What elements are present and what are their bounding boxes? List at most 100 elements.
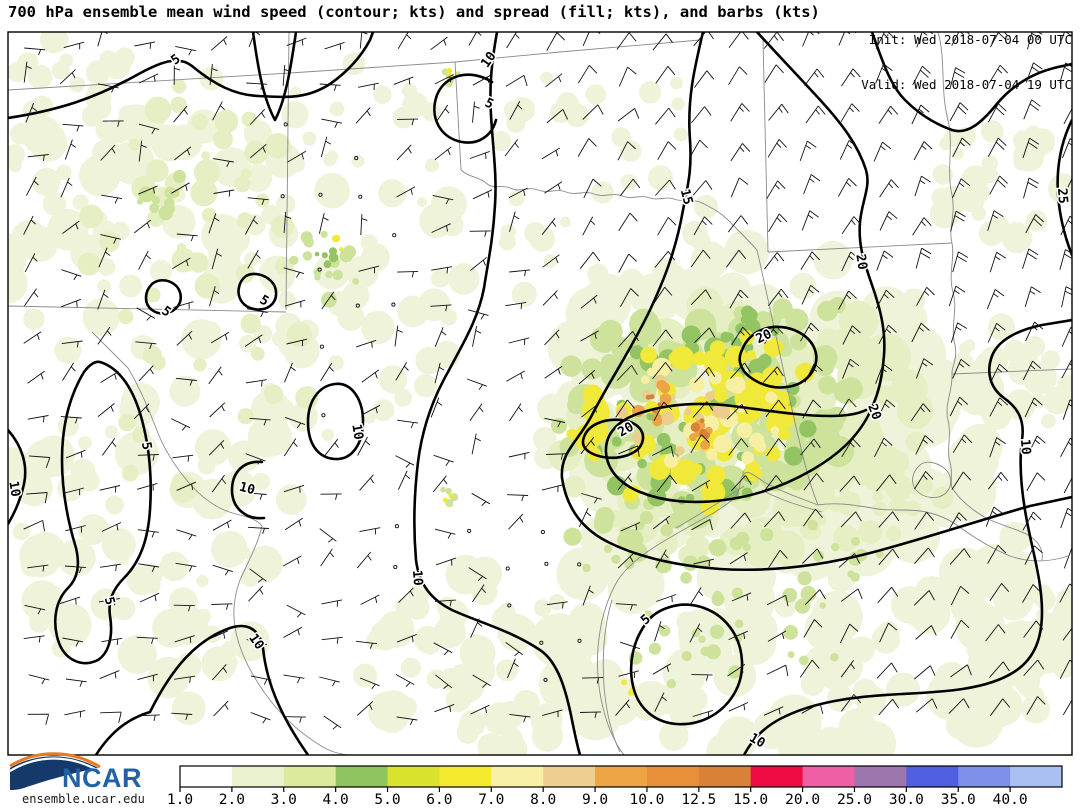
wind-barb [916, 698, 938, 713]
spread-blob [59, 53, 74, 68]
wind-barb [433, 642, 453, 656]
wind-barb [508, 513, 524, 530]
spread-blob [689, 376, 705, 393]
wind-barb [356, 640, 378, 649]
spread-blob [320, 230, 328, 238]
wind-barb [766, 180, 786, 200]
wind-barb [133, 403, 150, 420]
wind-barb [949, 67, 966, 89]
wind-barb [766, 438, 787, 457]
spread-blob [646, 412, 655, 421]
spread-blob [783, 500, 806, 523]
wind-barb [618, 253, 638, 273]
spread-blob [243, 163, 273, 193]
spread-blob [593, 514, 614, 534]
wind-barb [989, 175, 1008, 195]
isotach-contour [870, 32, 1072, 133]
spread-blob [891, 586, 929, 624]
spread-blob [414, 374, 438, 398]
wind-barb [175, 562, 197, 572]
wind-barb [431, 266, 453, 274]
wind-barb [762, 366, 784, 383]
spread-blob [78, 436, 92, 450]
wind-barb [544, 329, 560, 346]
wind-barb [1027, 435, 1046, 456]
spread-blob [799, 655, 809, 666]
wind-barb [246, 308, 268, 318]
spread-blob [366, 631, 384, 650]
wind-barb [766, 594, 789, 607]
calm-wind-marker [507, 603, 512, 608]
wind-barb [320, 493, 342, 500]
spread-blob [858, 520, 882, 544]
spread-blob [752, 710, 793, 750]
spread-blob [176, 242, 187, 253]
wind-barb [948, 285, 966, 307]
wind-barb [726, 249, 747, 268]
colorbar-segment [283, 766, 337, 787]
wind-barb [1064, 177, 1072, 194]
wind-barb [97, 83, 119, 93]
wind-barb [915, 625, 937, 640]
wind-barb [915, 435, 934, 455]
spread-blob [314, 172, 350, 209]
spread-blob [351, 154, 365, 168]
wind-barb [431, 223, 451, 233]
wind-barb [138, 140, 147, 162]
wind-barb [396, 186, 416, 198]
spread-blob [582, 563, 591, 573]
wind-barb [764, 325, 784, 344]
spread-blob [445, 487, 452, 495]
wind-barb [948, 512, 968, 532]
wind-barb [434, 528, 456, 539]
isotach-contour [1056, 118, 1072, 257]
spread-blob [574, 665, 608, 699]
spread-blob [289, 255, 299, 265]
wind-barb [472, 674, 491, 688]
wind-barb [97, 403, 115, 417]
spread-blob [145, 159, 169, 183]
wind-barb [1022, 511, 1042, 531]
spread-blob [831, 543, 840, 552]
wind-barb [950, 619, 970, 639]
wind-barb [839, 475, 861, 492]
wind-barb [731, 326, 751, 346]
wind-barb [471, 433, 481, 455]
colorbar-tick-label: 7.0 [478, 792, 504, 808]
wind-barb [173, 301, 194, 309]
wind-barb [470, 704, 490, 715]
wind-barb [616, 364, 638, 381]
wind-barb [840, 511, 862, 528]
colorbar-segment [906, 766, 959, 787]
wind-barb [245, 215, 258, 235]
wind-barb [283, 267, 305, 278]
wind-barb [63, 41, 85, 50]
wind-barb [542, 709, 563, 718]
wind-barb [916, 286, 935, 306]
spread-blob [657, 402, 662, 407]
wind-barb [471, 492, 491, 507]
wind-barb [989, 661, 1010, 678]
spread-blob [660, 411, 675, 426]
wind-barb [951, 471, 972, 490]
wind-barb [652, 663, 672, 675]
spread-blob [169, 375, 201, 407]
wind-barb [688, 139, 708, 159]
state-border [951, 368, 1072, 375]
wind-barb [952, 178, 970, 198]
wind-barb [176, 233, 198, 242]
wind-barb [767, 630, 787, 642]
wind-barb [987, 137, 1007, 157]
wind-barb [842, 358, 860, 379]
wind-barb [472, 74, 492, 86]
wind-barb [359, 527, 381, 535]
wind-barb [433, 454, 454, 466]
wind-barb [694, 327, 716, 344]
wind-barb [989, 583, 1010, 602]
wind-barb [470, 618, 483, 638]
spread-blob [697, 555, 711, 570]
wind-barb [619, 641, 641, 653]
wind-barb [546, 32, 566, 52]
contour-label: 10 [1017, 439, 1033, 456]
